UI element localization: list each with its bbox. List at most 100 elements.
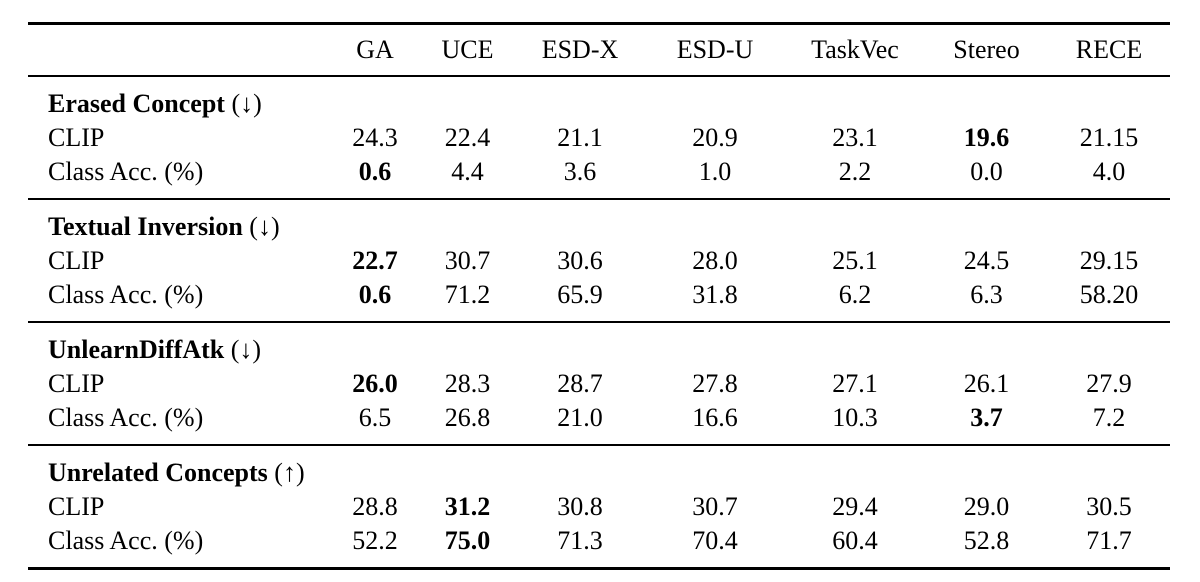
corner-cell	[28, 24, 330, 77]
section-title-row: Erased Concept (↓)	[28, 76, 1170, 121]
section-title-row: Textual Inversion (↓)	[28, 199, 1170, 244]
value-cell: 20.9	[692, 123, 738, 152]
value-cell: 6.2	[838, 280, 872, 309]
table-row: Class Acc. (%) 0.6 71.2 65.9 31.8 6.2 6.3 58.20	[28, 278, 1170, 322]
value-cell: 30.7	[444, 246, 491, 275]
section-3: Unrelated Concepts (↑) CLIP 28.8 31.2 30.8 30…	[28, 445, 1170, 569]
value-cell: 70.4	[692, 526, 738, 555]
value-cell: 71.3	[557, 526, 603, 555]
column-header-esd-u: ESD-U	[676, 35, 754, 64]
value-cell: 29.0	[963, 492, 1010, 521]
column-header-rece: RECE	[1075, 35, 1143, 64]
section-title-text: UnlearnDiffAtk	[48, 334, 225, 364]
value-cell: 21.15	[1079, 123, 1139, 152]
value-cell: 10.3	[832, 403, 878, 432]
section-title-row: Unrelated Concepts (↑)	[28, 445, 1170, 490]
value-cell: 71.7	[1086, 526, 1132, 555]
value-cell: 30.5	[1086, 492, 1132, 521]
table-row: CLIP 22.7 30.7 30.6 28.0 25.1 24.5 29.15	[28, 244, 1170, 278]
direction-arrow: (↑)	[274, 457, 305, 487]
section-title: Unrelated Concepts (↑)	[28, 445, 1170, 490]
value-cell: 19.6	[963, 123, 1010, 152]
value-cell: 4.4	[451, 157, 484, 186]
row-label: Class Acc. (%)	[48, 280, 204, 309]
value-cell: 27.1	[832, 369, 878, 398]
section-title-text: Unrelated Concepts	[48, 457, 268, 487]
section-title: Erased Concept (↓)	[28, 76, 1170, 121]
section-0: Erased Concept (↓) CLIP 24.3 22.4 21.1 20.9 23…	[28, 76, 1170, 199]
value-cell: 28.7	[557, 369, 603, 398]
value-cell: 65.9	[557, 280, 603, 309]
table-row: CLIP 28.8 31.2 30.8 30.7 29.4 29.0 30.5	[28, 490, 1170, 524]
value-cell: 24.5	[963, 246, 1010, 275]
value-cell: 16.6	[692, 403, 738, 432]
value-cell: 29.15	[1079, 246, 1139, 275]
value-cell: 30.8	[557, 492, 603, 521]
value-cell: 31.2	[444, 492, 491, 521]
value-cell: 23.1	[832, 123, 878, 152]
value-cell: 29.4	[832, 492, 878, 521]
value-cell: 26.1	[963, 369, 1010, 398]
row-label: Class Acc. (%)	[48, 403, 204, 432]
table-row: Class Acc. (%) 0.6 4.4 3.6 1.0 2.2 0.0 4.0	[28, 155, 1170, 199]
section-title: UnlearnDiffAtk (↓)	[28, 322, 1170, 367]
value-cell: 7.2	[1092, 403, 1126, 432]
value-cell: 75.0	[444, 526, 491, 555]
column-header-taskvec: TaskVec	[811, 35, 899, 64]
value-cell: 6.3	[970, 280, 1003, 309]
value-cell: 25.1	[832, 246, 878, 275]
row-label: Class Acc. (%)	[48, 526, 204, 555]
section-title-row: UnlearnDiffAtk (↓)	[28, 322, 1170, 367]
value-cell: 0.0	[970, 157, 1003, 186]
value-cell: 28.8	[352, 492, 398, 521]
direction-arrow: (↓)	[231, 88, 262, 118]
value-cell: 26.8	[444, 403, 491, 432]
row-label: Class Acc. (%)	[48, 157, 204, 186]
section-1: Textual Inversion (↓) CLIP 22.7 30.7 30.6 28.…	[28, 199, 1170, 322]
results-table: GA UCE ESD-X ESD-U TaskVec Stereo RECE Erased …	[28, 22, 1170, 570]
value-cell: 26.0	[352, 369, 398, 398]
paper-table-page: GA UCE ESD-X ESD-U TaskVec Stereo RECE Erased …	[28, 22, 1170, 570]
value-cell: 30.7	[692, 492, 738, 521]
column-header-ga: GA	[356, 35, 394, 64]
table-row: Class Acc. (%) 52.2 75.0 71.3 70.4 60.4 52.8 71…	[28, 524, 1170, 569]
section-2: UnlearnDiffAtk (↓) CLIP 26.0 28.3 28.7 27.8 27…	[28, 322, 1170, 445]
direction-arrow: (↓)	[230, 334, 262, 364]
row-label: CLIP	[48, 369, 105, 398]
row-label: CLIP	[48, 492, 105, 521]
section-title-text: Erased Concept	[48, 88, 225, 118]
value-cell: 28.0	[692, 246, 738, 275]
table-row: Class Acc. (%) 6.5 26.8 21.0 16.6 10.3 3.7 7.2	[28, 401, 1170, 445]
column-header-esd-x: ESD-X	[541, 35, 619, 64]
table-row: CLIP 24.3 22.4 21.1 20.9 23.1 19.6 21.15	[28, 121, 1170, 155]
value-cell: 71.2	[444, 280, 491, 309]
value-cell: 22.7	[352, 246, 398, 275]
value-cell: 22.4	[444, 123, 491, 152]
value-cell: 52.8	[963, 526, 1010, 555]
column-header-stereo: Stereo	[953, 35, 1020, 64]
value-cell: 30.6	[557, 246, 603, 275]
value-cell: 27.8	[692, 369, 738, 398]
value-cell: 24.3	[352, 123, 398, 152]
table-row: CLIP 26.0 28.3 28.7 27.8 27.1 26.1 27.9	[28, 367, 1170, 401]
table-header: GA UCE ESD-X ESD-U TaskVec Stereo RECE	[28, 24, 1170, 77]
value-cell: 0.6	[358, 157, 392, 186]
value-cell: 27.9	[1086, 369, 1132, 398]
value-cell: 4.0	[1092, 157, 1126, 186]
value-cell: 60.4	[832, 526, 878, 555]
value-cell: 6.5	[358, 403, 392, 432]
value-cell: 3.7	[970, 403, 1003, 432]
value-cell: 2.2	[838, 157, 872, 186]
value-cell: 58.20	[1079, 280, 1139, 309]
header-row: GA UCE ESD-X ESD-U TaskVec Stereo RECE	[28, 24, 1170, 77]
value-cell: 28.3	[444, 369, 491, 398]
direction-arrow: (↓)	[249, 211, 280, 241]
value-cell: 3.6	[563, 157, 597, 186]
row-label: CLIP	[48, 123, 105, 152]
value-cell: 21.1	[557, 123, 603, 152]
value-cell: 52.2	[352, 526, 398, 555]
column-header-uce: UCE	[441, 35, 494, 64]
section-title: Textual Inversion (↓)	[28, 199, 1170, 244]
value-cell: 0.6	[358, 280, 392, 309]
value-cell: 21.0	[557, 403, 603, 432]
